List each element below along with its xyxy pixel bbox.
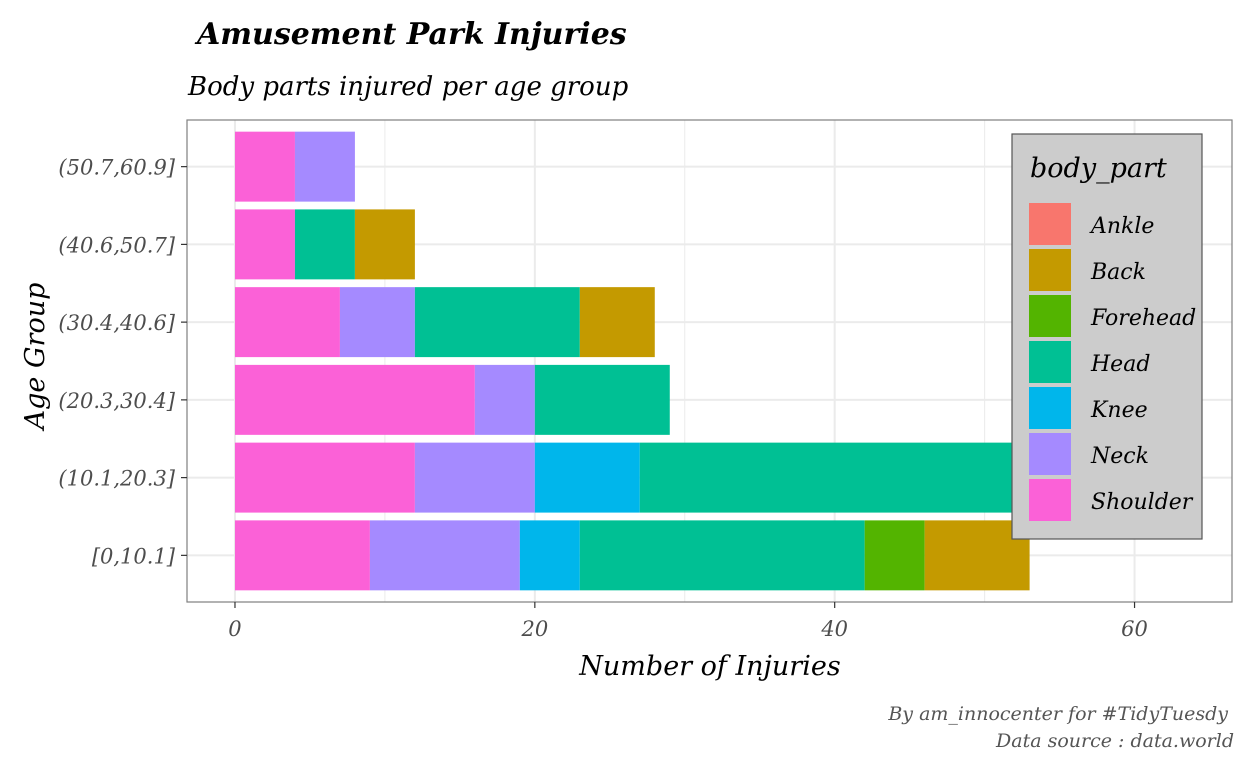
bars [234,131,1045,591]
legend-label-neck: Neck [1090,444,1149,469]
x-tick-label: 20 [520,617,548,641]
y-tick-label: [0,10.1] [92,544,176,568]
legend-swatch-knee [1029,387,1071,429]
y-tick-label: (30.4,40.6] [58,311,175,335]
bar-segment-forehead [864,520,925,591]
y-axis: [0,10.1] (10.1,20.3] (20.3,30.4] (30.4,40.6… [58,156,187,568]
legend-label-forehead: Forehead [1090,306,1196,331]
bar-segment-neck [369,520,520,591]
bar-segment-back [579,287,655,358]
bar-segment-shoulder [234,364,475,435]
legend-label-ankle: Ankle [1089,214,1154,239]
bar-segment-head [639,442,1045,513]
y-tick-label: (20.3,30.4] [58,389,175,413]
bar-segment-shoulder [234,209,295,280]
x-axis-label: Number of Injuries [578,651,840,682]
legend: body_part Ankle Back Forehead Head Knee Neck S… [1011,133,1203,540]
bar-segment-head [534,364,670,435]
x-tick-label: 40 [820,617,848,641]
legend-swatch-shoulder [1029,479,1071,521]
bar-segment-neck [339,287,415,358]
legend-label-back: Back [1090,260,1146,285]
y-tick-label: (50.7,60.9] [58,156,175,180]
legend-items: Ankle Back Forehead Head Knee Neck Shoulder [1029,203,1196,521]
x-axis: 0 20 40 60 [228,602,1148,641]
legend-swatch-ankle [1029,203,1071,245]
legend-label-head: Head [1090,352,1150,377]
bar-segment-knee [519,520,580,591]
bar-segment-neck [474,364,535,435]
x-tick-label: 0 [228,617,241,641]
x-tick-label: 60 [1121,617,1148,641]
legend-title: body_part [1030,153,1167,184]
chart-subtitle: Body parts injured per age group [187,72,629,102]
legend-swatch-back [1029,249,1071,291]
panel-border [186,119,1233,603]
bar-segment-shoulder [234,287,340,358]
caption-line-1: By am_innocenter for #TidyTuesdy [887,703,1228,725]
bar-segment-neck [414,442,535,513]
bar-segment-shoulder [234,442,415,513]
legend-swatch-forehead [1029,295,1071,337]
y-tick-label: (10.1,20.3] [58,467,175,491]
legend-swatch-neck [1029,433,1071,475]
bar-segment-shoulder [234,520,370,591]
legend-label-shoulder: Shoulder [1091,490,1194,515]
bar-segment-back [354,209,415,280]
bar-segment-shoulder [234,131,295,202]
caption-line-2: Data source : data.world [995,730,1234,752]
bar-segment-head [579,520,865,591]
bar-segment-knee [534,442,640,513]
y-tick-label: (40.6,50.7] [58,233,175,257]
bar-segment-head [294,209,355,280]
bar-segment-head [414,287,580,358]
y-axis-label: Age Group [20,283,51,433]
chart-title: Amusement Park Injuries [194,17,627,52]
bar-segment-neck [294,131,355,202]
legend-label-knee: Knee [1090,398,1148,423]
legend-swatch-head [1029,341,1071,383]
